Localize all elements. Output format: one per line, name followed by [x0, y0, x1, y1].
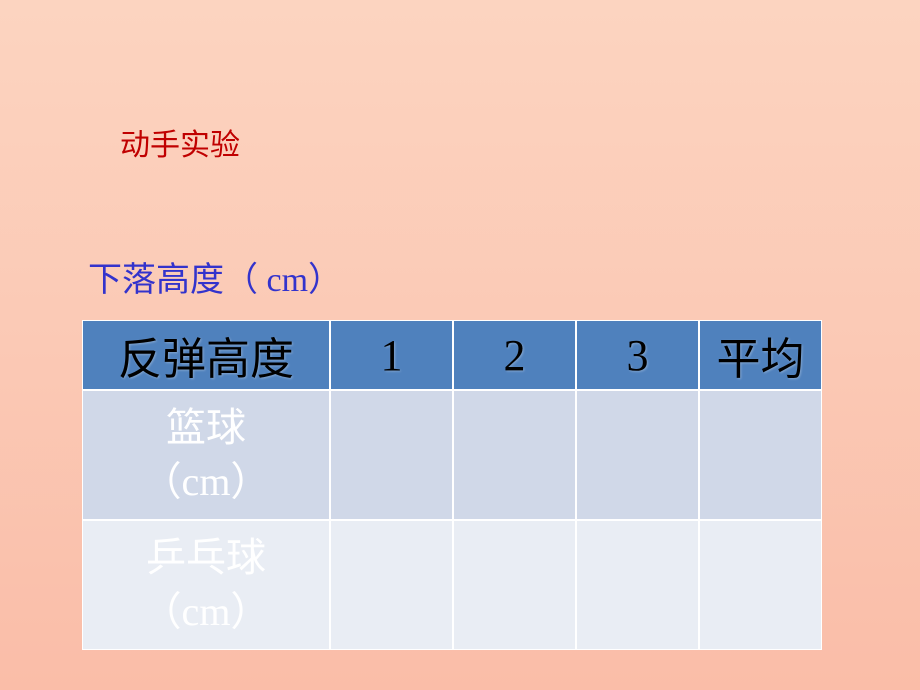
header-trial-1: 1 [330, 320, 453, 390]
cell-basketball-avg [699, 390, 822, 520]
header-rebound-height: 反弹高度 [82, 320, 330, 390]
cell-basketball-1 [330, 390, 453, 520]
cell-pingpong-3 [576, 520, 699, 650]
table-header-row: 反弹高度 1 2 3 平均 [82, 320, 822, 390]
table-row-pingpong: 乒乓球（cm） [82, 520, 822, 650]
cell-pingpong-1 [330, 520, 453, 650]
cell-basketball-2 [453, 390, 576, 520]
header-trial-2: 2 [453, 320, 576, 390]
drop-height-label: 下落高度（ cm） [88, 252, 342, 301]
header-trial-3: 3 [576, 320, 699, 390]
row-label-basketball: 篮球（cm） [82, 390, 330, 520]
cell-basketball-3 [576, 390, 699, 520]
cell-pingpong-2 [453, 520, 576, 650]
cell-pingpong-avg [699, 520, 822, 650]
header-average: 平均 [699, 320, 822, 390]
rebound-table: 反弹高度 1 2 3 平均 篮球（cm） 乒乓球（cm） [82, 320, 822, 650]
subtitle-text: 动手实验 [120, 120, 240, 164]
row-label-pingpong: 乒乓球（cm） [82, 520, 330, 650]
table-row-basketball: 篮球（cm） [82, 390, 822, 520]
